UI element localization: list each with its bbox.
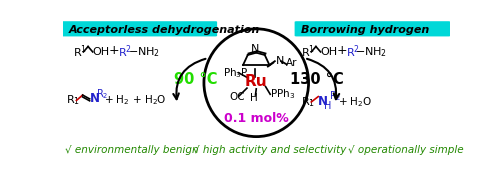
Text: +: + — [109, 44, 120, 57]
FancyBboxPatch shape — [294, 21, 450, 36]
Text: OH: OH — [320, 47, 338, 57]
Text: √ high activity and selectivity: √ high activity and selectivity — [192, 146, 346, 155]
Text: 90 °C: 90 °C — [174, 72, 218, 87]
Text: $+$ H$_2$ $+$ H$_2$O: $+$ H$_2$ $+$ H$_2$O — [104, 93, 166, 107]
Text: H: H — [324, 101, 332, 111]
Text: PPh$_3$: PPh$_3$ — [270, 87, 295, 101]
Text: OH: OH — [92, 47, 110, 57]
FancyArrowPatch shape — [307, 59, 339, 99]
Text: R$^1$: R$^1$ — [301, 44, 316, 60]
Text: $+$ H$_2$O: $+$ H$_2$O — [338, 95, 372, 109]
Text: 0.1 mol%: 0.1 mol% — [224, 112, 288, 125]
Text: Ar: Ar — [286, 58, 297, 68]
Text: N: N — [318, 95, 328, 108]
Text: R$^2$: R$^2$ — [346, 44, 360, 60]
Text: N: N — [276, 56, 284, 66]
FancyArrowPatch shape — [174, 59, 206, 99]
Text: R$_1$: R$_1$ — [66, 93, 80, 107]
Text: N: N — [90, 92, 100, 105]
Text: OC: OC — [229, 92, 245, 102]
Text: $\mathsf{-}$NH$_2$: $\mathsf{-}$NH$_2$ — [128, 45, 160, 59]
Text: Acceptorless dehydrogenation: Acceptorless dehydrogenation — [68, 25, 260, 35]
Text: $\mathsf{-}$NH$_2$: $\mathsf{-}$NH$_2$ — [356, 45, 388, 59]
Text: √ environmentally benign: √ environmentally benign — [65, 146, 198, 155]
Text: Ph$_3$P: Ph$_3$P — [223, 66, 248, 80]
Text: N: N — [250, 44, 259, 54]
Text: R$_1$: R$_1$ — [301, 95, 316, 109]
Text: Ru: Ru — [245, 74, 268, 89]
Text: +: + — [337, 44, 347, 57]
Text: 130 °C: 130 °C — [290, 72, 344, 87]
FancyBboxPatch shape — [62, 21, 217, 36]
Text: R$_2$: R$_2$ — [96, 87, 108, 101]
Text: Borrowing hydrogen: Borrowing hydrogen — [301, 25, 430, 35]
Text: R$^1$: R$^1$ — [74, 44, 88, 60]
Text: R$^2$: R$^2$ — [118, 44, 132, 60]
Text: R$_2$: R$_2$ — [329, 89, 342, 103]
Text: H: H — [250, 93, 258, 103]
Ellipse shape — [204, 29, 308, 137]
Text: √ operationally simple: √ operationally simple — [348, 146, 464, 155]
